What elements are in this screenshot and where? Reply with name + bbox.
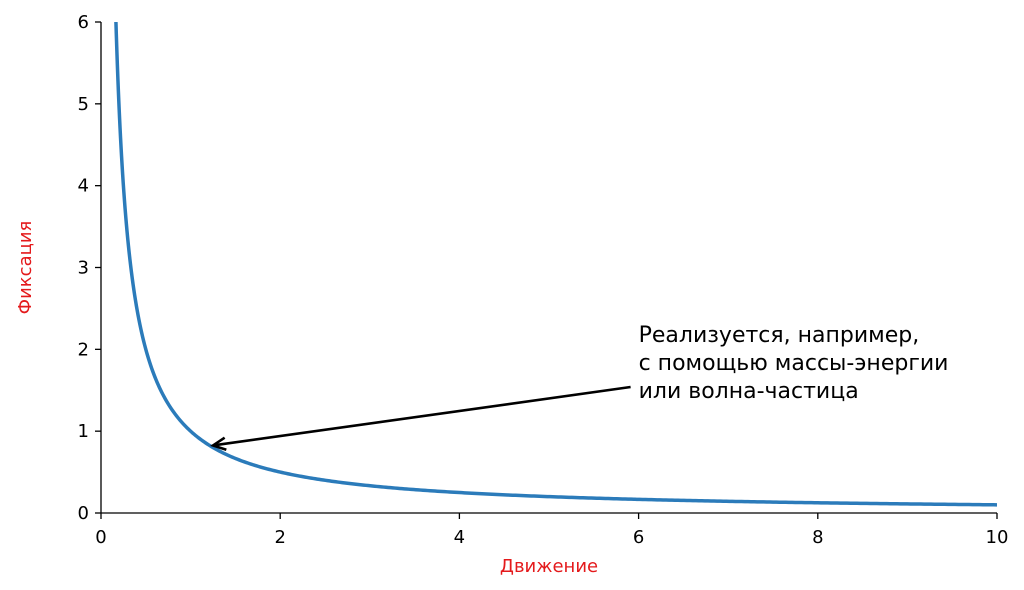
x-tick-label: 0 — [95, 527, 106, 548]
series-curve — [114, 21, 998, 507]
annotation-text-line: или волна-частица — [639, 379, 859, 404]
y-tick-label: 4 — [78, 176, 89, 197]
x-tick-label: 10 — [986, 527, 1009, 548]
annotation-arrow-line — [212, 385, 631, 447]
y-tick-label: 3 — [78, 258, 89, 279]
axes — [100, 22, 997, 514]
x-axis-label: Движение — [500, 556, 598, 577]
annotation: Реализуется, например, с помощью массы-эн… — [210, 323, 949, 451]
y-tick-label: 1 — [78, 421, 89, 442]
annotation-arrowhead — [210, 436, 227, 451]
annotation-text-line: с помощью массы-энергии — [639, 351, 949, 376]
y-tick-label: 2 — [78, 339, 89, 360]
y-tick-label: 6 — [78, 12, 89, 33]
x-axis-ticks: 0 2 4 6 8 10 — [95, 513, 1008, 548]
x-tick-label: 6 — [633, 527, 644, 548]
y-axis-label: Фиксация — [15, 221, 36, 315]
y-axis-ticks: 0 1 2 3 4 5 6 — [78, 12, 101, 524]
x-tick-label: 2 — [274, 527, 285, 548]
y-tick-label: 0 — [78, 503, 89, 524]
x-tick-label: 8 — [812, 527, 823, 548]
annotation-text-line: Реализуется, например, — [639, 323, 920, 348]
x-tick-label: 4 — [454, 527, 465, 548]
y-tick-label: 5 — [78, 94, 89, 115]
